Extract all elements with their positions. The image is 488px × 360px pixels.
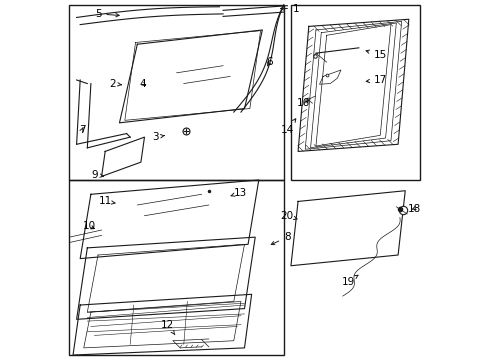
Text: 6: 6 [265,57,272,67]
Text: 2: 2 [109,78,121,89]
Text: 3: 3 [152,132,164,142]
Text: 19: 19 [341,275,357,287]
Text: 1: 1 [280,4,299,14]
Text: 5: 5 [95,9,119,19]
Text: 11: 11 [99,197,115,206]
Text: 7: 7 [79,125,85,135]
Text: 20: 20 [280,211,296,221]
Text: 8: 8 [271,232,290,245]
Text: 18: 18 [407,203,420,213]
Text: 15: 15 [366,50,386,60]
Text: 16: 16 [296,98,309,108]
Text: 13: 13 [231,188,247,198]
Text: 9: 9 [91,170,103,180]
Bar [69,180,283,355]
Text: 12: 12 [161,320,175,335]
Text: 10: 10 [82,221,96,231]
Text: 14: 14 [280,119,295,135]
Text: 17: 17 [366,75,386,85]
Bar [290,5,419,180]
Text: 4: 4 [139,78,146,89]
Bar [69,5,283,180]
